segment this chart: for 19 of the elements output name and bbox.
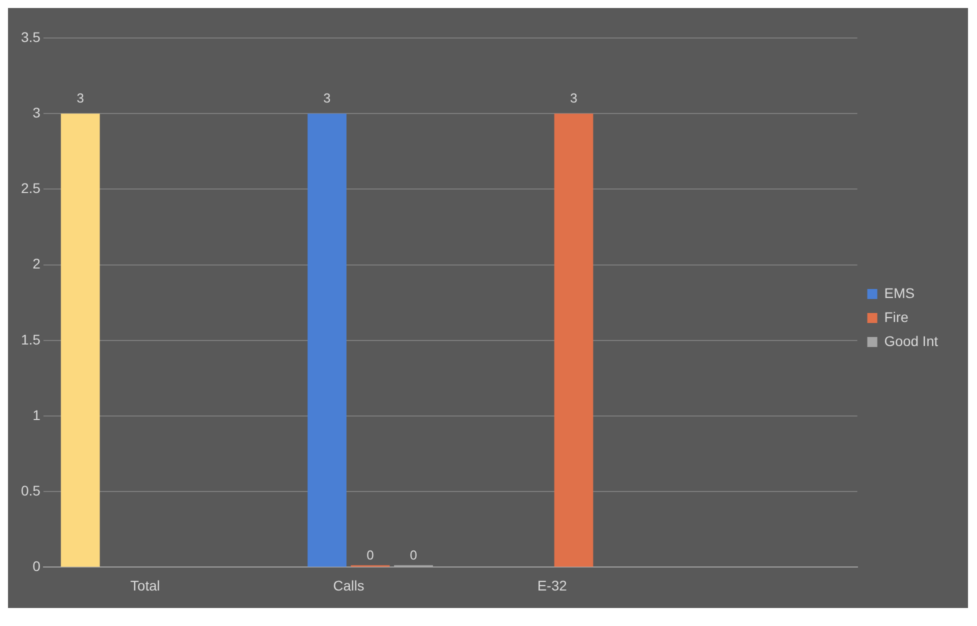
data-label: 3	[323, 90, 331, 106]
legend-label: EMS	[884, 284, 915, 301]
data-label: 3	[570, 90, 578, 106]
data-label: 3	[76, 90, 84, 106]
x-tick-label: Total	[130, 577, 160, 594]
legend-label: Fire	[884, 308, 909, 325]
x-tick-label: E-32	[537, 577, 568, 594]
y-tick-label: 3	[32, 104, 41, 120]
y-tick-label: 1	[32, 406, 41, 423]
y-tick-label: 2.5	[20, 180, 41, 196]
data-label: 0	[366, 547, 374, 562]
legend-label: Good Int	[884, 332, 938, 349]
y-tick-label: 3.5	[20, 28, 41, 45]
y-tick-label: 2	[32, 256, 41, 272]
y-tick-label: 0	[32, 558, 41, 574]
y-tick-label: 1.5	[20, 331, 41, 348]
data-label: 0	[410, 547, 418, 562]
x-tick-label: Calls	[333, 577, 364, 594]
y-tick-label: 0.5	[20, 482, 41, 498]
